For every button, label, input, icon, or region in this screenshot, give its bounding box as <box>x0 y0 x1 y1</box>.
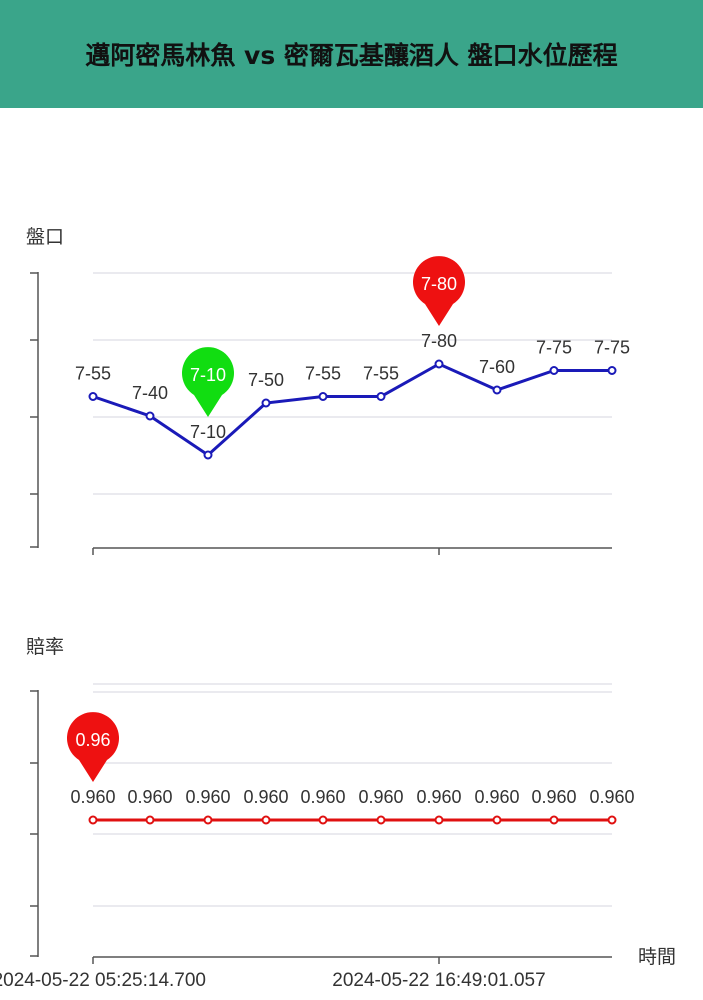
data-point-odds <box>261 815 271 825</box>
data-label-handicap: 7-55 <box>363 364 399 384</box>
data-label-odds: 0.960 <box>474 787 519 807</box>
data-label-odds: 0.960 <box>589 787 634 807</box>
x-tick-label-odds: 2024-05-22 05:25:14.700 <box>0 970 206 991</box>
data-label-handicap: 7-75 <box>536 338 572 358</box>
data-point-odds <box>88 815 98 825</box>
data-point-odds <box>492 815 502 825</box>
min-marker-handicap-pin <box>181 347 234 417</box>
x-axis-name-odds: 時間 <box>638 946 676 968</box>
data-label-odds: 0.960 <box>243 787 288 807</box>
data-point-handicap <box>376 392 386 401</box>
max-marker-odds-pin <box>67 712 119 782</box>
data-label-odds: 0.960 <box>416 787 461 807</box>
max-marker-handicap-pin <box>413 256 466 326</box>
max-marker-handicap-pin-label: 7-80 <box>421 274 457 294</box>
header-bar: 邁阿密馬林魚 vs 密爾瓦基釀酒人 盤口水位歷程 <box>0 0 703 108</box>
data-point-odds <box>434 815 444 825</box>
data-label-handicap: 7-75 <box>594 338 630 358</box>
y-axis-name-handicap: 盤口 <box>26 226 64 248</box>
data-label-handicap: 7-55 <box>305 364 341 384</box>
data-label-handicap: 7-40 <box>132 383 168 403</box>
data-label-odds: 0.960 <box>185 787 230 807</box>
y-axis-name-odds: 賠率 <box>26 636 64 658</box>
data-point-handicap <box>607 366 617 375</box>
data-point-handicap <box>549 366 559 375</box>
series-line-handicap <box>92 362 612 457</box>
data-label-odds: 0.960 <box>358 787 403 807</box>
data-point-odds <box>203 815 213 825</box>
data-point-handicap <box>88 392 98 401</box>
data-point-handicap <box>492 385 502 395</box>
data-point-handicap <box>318 392 328 401</box>
min-marker-handicap-pin-label: 7-10 <box>190 365 226 385</box>
data-point-odds <box>145 815 155 825</box>
data-label-handicap: 7-60 <box>479 357 515 377</box>
page-title: 邁阿密馬林魚 vs 密爾瓦基釀酒人 盤口水位歷程 <box>85 41 618 70</box>
data-point-odds <box>318 815 328 825</box>
data-point-odds <box>549 815 559 825</box>
data-label-odds: 0.960 <box>300 787 345 807</box>
data-point-handicap <box>434 359 444 369</box>
data-point-odds <box>376 815 386 825</box>
x-tick-label-odds: 2024-05-22 16:49:01.057 <box>332 970 545 991</box>
data-label-handicap: 7-55 <box>75 364 111 384</box>
data-point-handicap <box>203 450 213 460</box>
data-point-odds <box>607 815 617 825</box>
data-point-handicap <box>145 411 155 421</box>
data-label-odds: 0.960 <box>70 787 115 807</box>
data-label-odds: 0.960 <box>127 787 172 807</box>
data-label-handicap: 7-10 <box>190 422 226 442</box>
data-point-handicap <box>261 398 271 408</box>
data-label-odds: 0.960 <box>531 787 576 807</box>
max-marker-odds-pin-label: 0.96 <box>75 730 110 750</box>
data-label-handicap: 7-50 <box>248 370 284 390</box>
data-label-handicap: 7-80 <box>421 331 457 351</box>
